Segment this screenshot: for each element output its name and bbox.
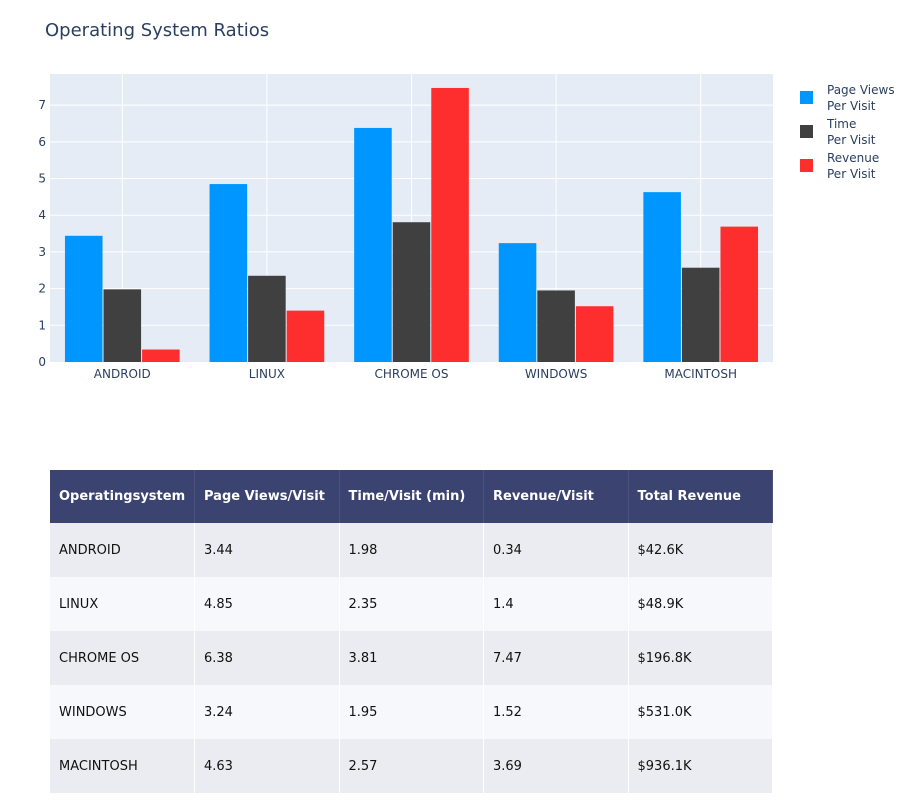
y-tick-label: 7 (38, 98, 46, 112)
bar-time-per-visit-android (103, 289, 142, 362)
table-cell: $936.1K (628, 739, 773, 793)
y-tick-label: 5 (38, 172, 46, 186)
table-cell: CHROME OS (50, 631, 195, 685)
legend-label-line: Time (827, 117, 857, 131)
column-header-page-views-visit: Page Views/Visit (194, 470, 340, 523)
legend-label: Time Per Visit (827, 116, 900, 148)
bar-time-per-visit-linux (248, 275, 286, 362)
table-cell: MACINTOSH (50, 739, 195, 793)
bar-revenue-per-visit-windows (575, 306, 614, 362)
table-cell: 3.81 (339, 631, 484, 685)
legend-swatch (800, 91, 813, 104)
bar-page-views-per-visit-android (64, 235, 103, 362)
x-tick-label: LINUX (249, 367, 285, 381)
x-tick-label: ANDROID (94, 367, 151, 381)
table-cell: 0.34 (483, 523, 629, 577)
table-cell: 3.24 (194, 685, 340, 739)
column-header-operatingsystem: Operatingsystem (50, 470, 195, 523)
legend-label-line: Page Views (827, 83, 895, 97)
table-row: LINUX 4.85 2.35 1.4 $48.9K (50, 577, 773, 631)
legend-label-line: Revenue (827, 151, 880, 165)
legend-swatch (800, 125, 813, 138)
y-tick-label: 3 (38, 245, 46, 259)
bar-revenue-per-visit-linux (286, 310, 325, 362)
table-header-row: Operatingsystem Page Views/Visit Time/Vi… (50, 470, 773, 523)
legend-label: Revenue Per Visit (827, 150, 900, 182)
table-cell: 7.47 (483, 631, 629, 685)
column-header-total-revenue: Total Revenue (628, 470, 773, 523)
table-cell: 4.63 (194, 739, 340, 793)
table-cell: 2.57 (339, 739, 484, 793)
bar-page-views-per-visit-chrome-os (354, 127, 392, 362)
table-cell: 3.44 (194, 523, 340, 577)
x-tick-label: WINDOWS (525, 367, 588, 381)
table-cell: WINDOWS (50, 685, 195, 739)
y-tick-label: 4 (38, 208, 46, 222)
legend-swatch (800, 159, 813, 172)
table-cell: 1.95 (339, 685, 484, 739)
chart-title: Operating System Ratios (45, 20, 270, 41)
os-stats-table: Operatingsystem Page Views/Visit Time/Vi… (50, 470, 773, 793)
table-cell: ANDROID (50, 523, 195, 577)
bar-time-per-visit-windows (537, 290, 575, 362)
y-tick-label: 6 (38, 135, 46, 149)
bar-chart: 0 1 2 3 4 5 6 7 ANDROID LINUX CHROME OS WINDOWS MACI… (38, 74, 773, 381)
table-cell: $196.8K (628, 631, 773, 685)
table-cell: $531.0K (628, 685, 773, 739)
bar-time-per-visit-macintosh (681, 267, 720, 362)
x-tick-label: MACINTOSH (664, 367, 737, 381)
y-tick-label: 1 (38, 318, 46, 332)
table-cell: 1.98 (339, 523, 484, 577)
legend-label: Page Views Per Visit (827, 82, 900, 114)
legend-label-line: Per Visit (827, 99, 876, 113)
y-tick-label: 2 (38, 282, 46, 296)
column-header-time-visit: Time/Visit (min) (339, 470, 484, 523)
bar-page-views-per-visit-linux (209, 184, 248, 362)
legend-label-line: Per Visit (827, 133, 876, 147)
column-header-revenue-visit: Revenue/Visit (483, 470, 629, 523)
table-cell: 2.35 (339, 577, 484, 631)
bar-revenue-per-visit-macintosh (720, 226, 759, 362)
table-cell: 4.85 (194, 577, 340, 631)
bar-page-views-per-visit-macintosh (643, 192, 681, 362)
table-cell: LINUX (50, 577, 195, 631)
bar-revenue-per-visit-android (142, 349, 180, 362)
table-row: CHROME OS 6.38 3.81 7.47 $196.8K (50, 631, 773, 685)
y-tick-label: 0 (38, 355, 46, 369)
table-row: MACINTOSH 4.63 2.57 3.69 $936.1K (50, 739, 773, 793)
table-cell: $48.9K (628, 577, 773, 631)
table-cell: 6.38 (194, 631, 340, 685)
table-cell: 1.52 (483, 685, 629, 739)
table-cell: 1.4 (483, 577, 629, 631)
legend-label-line: Per Visit (827, 167, 876, 181)
table-row: ANDROID 3.44 1.98 0.34 $42.6K (50, 523, 773, 577)
bar-time-per-visit-chrome-os (392, 222, 431, 362)
bar-revenue-per-visit-chrome-os (431, 87, 469, 362)
x-tick-label: CHROME OS (375, 367, 449, 381)
bar-page-views-per-visit-windows (498, 243, 537, 362)
table-cell: 3.69 (483, 739, 629, 793)
table-cell: $42.6K (628, 523, 773, 577)
table-row: WINDOWS 3.24 1.95 1.52 $531.0K (50, 685, 773, 739)
